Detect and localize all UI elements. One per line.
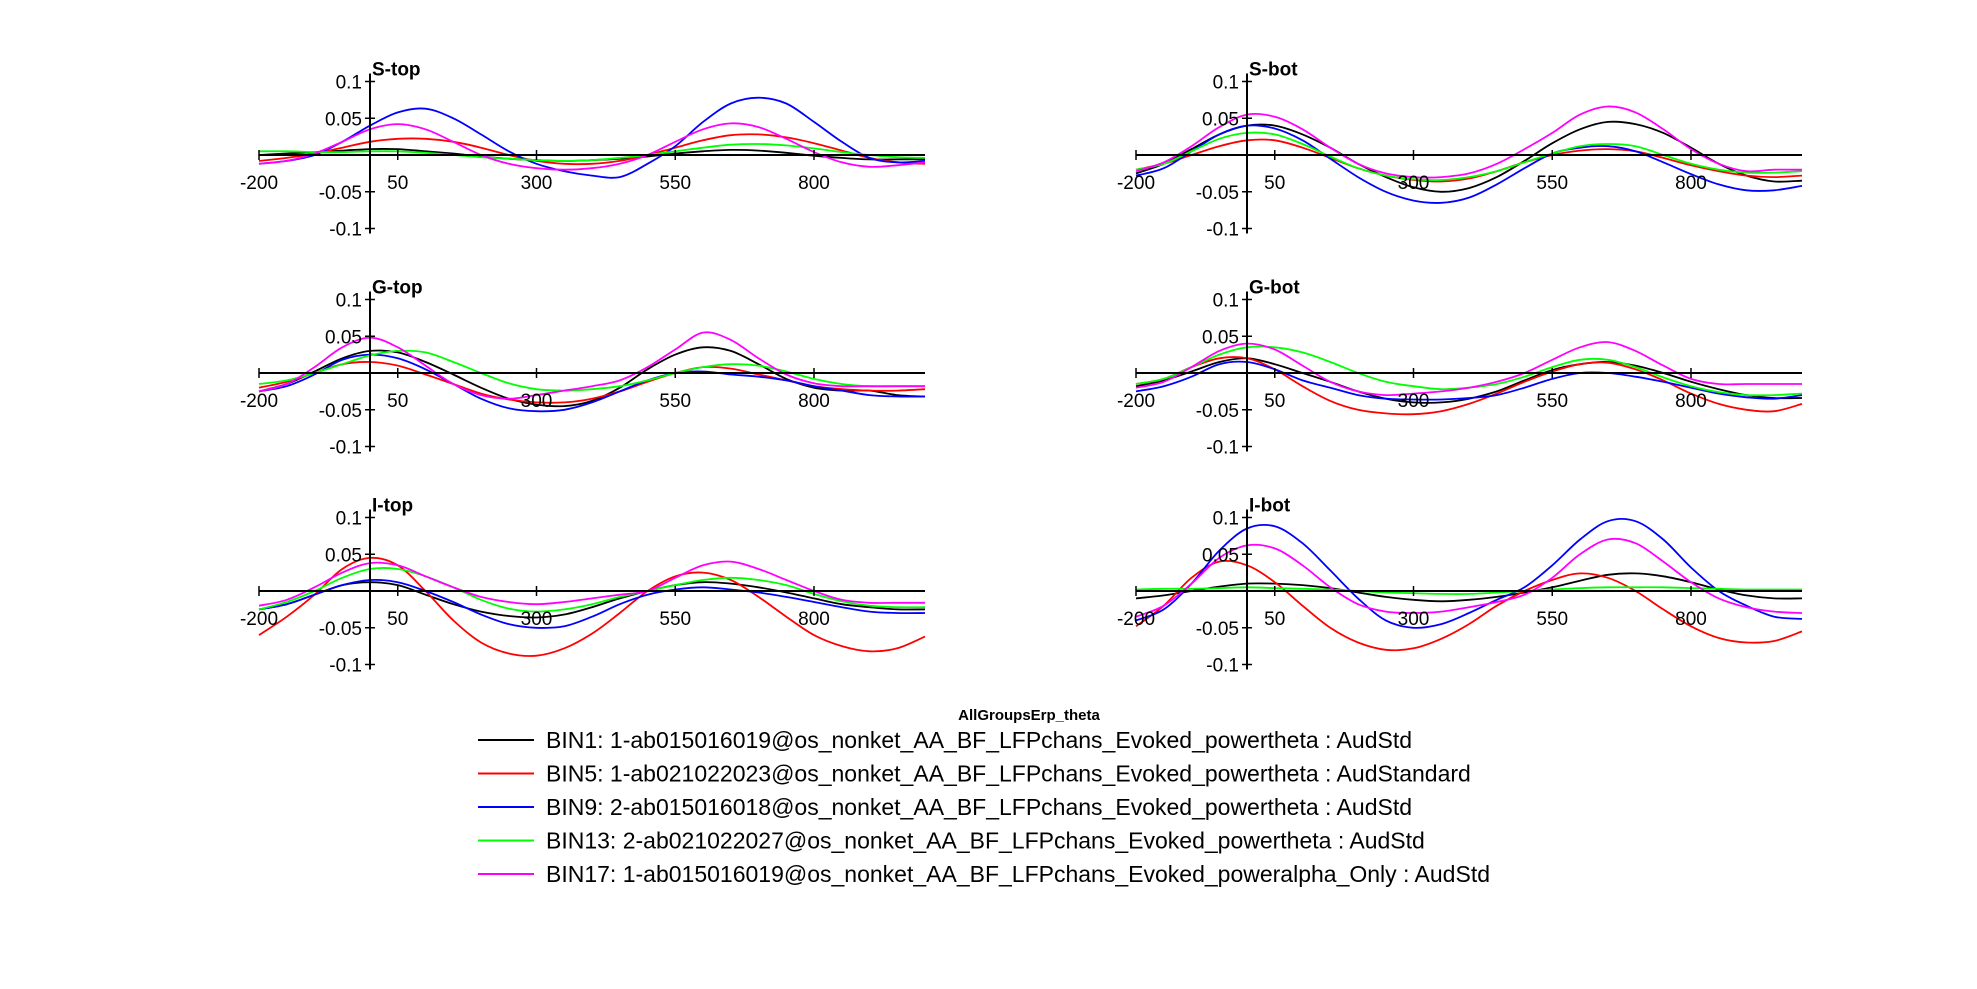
panel-title: I-top — [372, 496, 413, 517]
y-tick-label: 0.1 — [1213, 73, 1239, 94]
x-tick-label: 800 — [798, 391, 830, 412]
panel-title: S-top — [372, 60, 421, 81]
y-tick-label: 0.1 — [336, 509, 362, 530]
panel-title: G-top — [372, 278, 423, 299]
legend: BIN1: 1-ab015016019@os_nonket_AA_BF_LFPc… — [478, 727, 1490, 887]
y-tick-label: 0.05 — [1202, 545, 1239, 566]
x-tick-label: 300 — [1398, 609, 1430, 630]
legend-item-bin17: BIN17: 1-ab015016019@os_nonket_AA_BF_LFP… — [478, 861, 1490, 887]
x-tick-label: -200 — [1117, 173, 1155, 194]
legend-label: BIN13: 2-ab021022027@os_nonket_AA_BF_LFP… — [546, 828, 1425, 854]
panel-title: S-bot — [1249, 60, 1298, 81]
x-tick-label: 800 — [1675, 173, 1707, 194]
y-tick-label: 0.05 — [1202, 327, 1239, 348]
y-tick-label: -0.05 — [319, 183, 362, 204]
y-tick-label: 0.05 — [325, 327, 362, 348]
x-tick-label: 550 — [1536, 609, 1568, 630]
panels-group: -200 50 300 550 8000.10.05-0.05-0.1S-top-200… — [240, 60, 1803, 677]
panel-s-top: -200 50 300 550 800 0.1 0.05 -0.05 -0.1 S-top — [240, 60, 926, 241]
x-tick-label: 550 — [1536, 391, 1568, 412]
x-tick-label: 800 — [798, 609, 830, 630]
legend-label: BIN1: 1-ab015016019@os_nonket_AA_BF_LFPc… — [546, 727, 1412, 753]
x-tick-label: 550 — [1536, 173, 1568, 194]
y-tick-label: -0.05 — [319, 401, 362, 422]
panel-i-bot: -200 50 300 550 800 0.1 0.05 -0.05 -0.1 I-bot — [1117, 496, 1803, 677]
y-tick-label: 0.1 — [336, 291, 362, 312]
legend-label: BIN17: 1-ab015016019@os_nonket_AA_BF_LFP… — [546, 861, 1490, 887]
x-tick-label: 300 — [521, 609, 553, 630]
x-tick-label: 800 — [798, 173, 830, 194]
y-tick-label: -0.05 — [1196, 183, 1239, 204]
x-tick-label: 300 — [1398, 173, 1430, 194]
panel-g-top: -200 50 300 550 800 0.1 0.05 -0.05 -0.1 G-top — [240, 278, 926, 459]
figure-title: AllGroupsErp_theta — [958, 707, 1100, 724]
y-tick-label: 0.05 — [1202, 109, 1239, 130]
panel-g-bot: -200 50 300 550 800 0.1 0.05 -0.05 -0.1 G-bot — [1117, 278, 1803, 459]
y-tick-label: -0.05 — [1196, 619, 1239, 640]
y-tick-label: -0.05 — [1196, 401, 1239, 422]
x-tick-label: 50 — [1264, 609, 1285, 630]
x-tick-label: 550 — [659, 173, 691, 194]
legend-item-bin5: BIN5: 1-ab021022023@os_nonket_AA_BF_LFPc… — [478, 761, 1471, 787]
x-tick-label: 550 — [659, 609, 691, 630]
x-tick-label: 300 — [521, 391, 553, 412]
legend-item-bin13: BIN13: 2-ab021022027@os_nonket_AA_BF_LFP… — [478, 828, 1425, 854]
x-tick-label: 800 — [1675, 391, 1707, 412]
panel-i-top: -200 50 300 550 800 0.1 0.05 -0.05 -0.1 I-top — [240, 496, 926, 677]
x-tick-label: 300 — [521, 173, 553, 194]
y-tick-label: -0.1 — [1206, 438, 1239, 459]
y-tick-label: -0.1 — [1206, 656, 1239, 677]
y-tick-label: -0.1 — [329, 438, 362, 459]
y-tick-label: -0.1 — [1206, 220, 1239, 241]
legend-item-bin1: BIN1: 1-ab015016019@os_nonket_AA_BF_LFPc… — [478, 727, 1412, 753]
y-tick-label: -0.1 — [329, 656, 362, 677]
x-tick-label: -200 — [240, 609, 278, 630]
series-line-bin13 — [258, 567, 926, 613]
x-tick-label: 50 — [387, 391, 408, 412]
y-tick-label: 0.1 — [1213, 509, 1239, 530]
x-tick-label: -200 — [1117, 609, 1155, 630]
x-tick-label: 50 — [1264, 391, 1285, 412]
x-tick-label: 800 — [1675, 609, 1707, 630]
x-tick-label: -200 — [1117, 391, 1155, 412]
y-tick-label: 0.05 — [325, 109, 362, 130]
y-tick-label: 0.05 — [325, 545, 362, 566]
x-tick-label: -200 — [240, 173, 278, 194]
legend-item-bin9: BIN9: 2-ab015016018@os_nonket_AA_BF_LFPc… — [478, 794, 1412, 820]
x-tick-label: 550 — [659, 391, 691, 412]
legend-label: BIN9: 2-ab015016018@os_nonket_AA_BF_LFPc… — [546, 794, 1412, 820]
legend-label: BIN5: 1-ab021022023@os_nonket_AA_BF_LFPc… — [546, 761, 1471, 787]
x-tick-label: 50 — [1264, 173, 1285, 194]
y-tick-label: -0.05 — [319, 619, 362, 640]
y-tick-label: 0.1 — [1213, 291, 1239, 312]
x-tick-label: 50 — [387, 609, 408, 630]
x-tick-label: -200 — [240, 391, 278, 412]
panel-s-bot: -200 50 300 550 800 0.1 0.05 -0.05 -0.1 S-bot — [1117, 60, 1803, 241]
x-tick-label: 50 — [387, 173, 408, 194]
series-line-bin17 — [258, 560, 925, 607]
y-tick-label: 0.1 — [336, 73, 362, 94]
panel-title: G-bot — [1249, 278, 1300, 299]
x-tick-label: 300 — [1398, 391, 1430, 412]
y-tick-label: -0.1 — [329, 220, 362, 241]
panel-title: I-bot — [1249, 496, 1291, 517]
